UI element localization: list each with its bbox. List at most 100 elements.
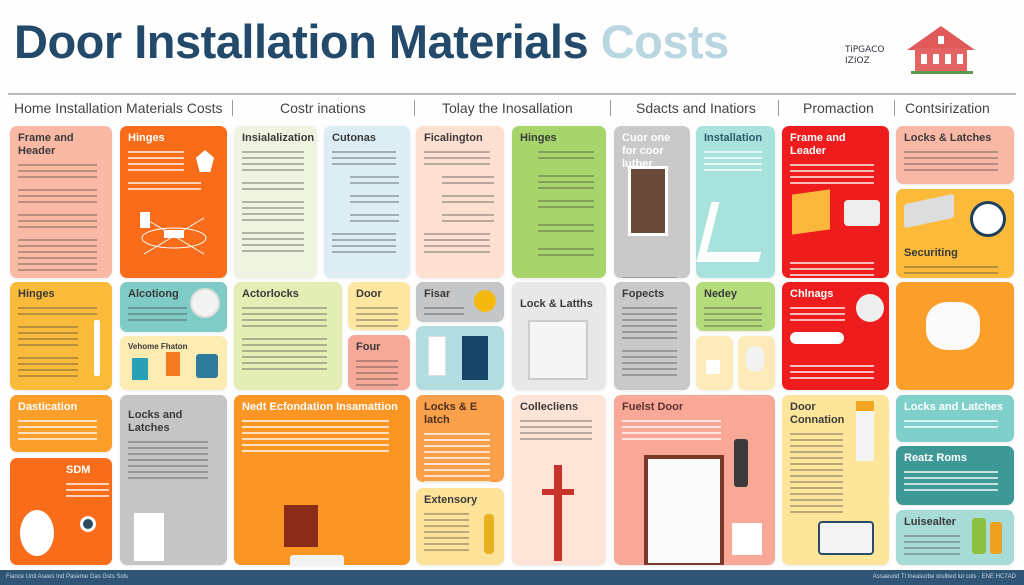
card-text: [18, 239, 98, 275]
card-text: [520, 420, 592, 444]
card-title: Frame and Header: [18, 132, 74, 157]
nav-divider: [894, 100, 895, 116]
card-locks-latches-gray: Locks and Latches: [120, 395, 227, 565]
switch-icon: [706, 360, 720, 374]
card-text: [332, 151, 397, 169]
card-locks-e-latch: Locks & E latch: [416, 395, 504, 482]
title-main: Door Installation Materials: [14, 15, 589, 68]
card-cutonas: Cutonas: [324, 126, 410, 278]
bottle-icon: [990, 522, 1002, 554]
card-lock-latths: Lock & Latths: [512, 282, 606, 390]
card-title: Four: [356, 341, 381, 353]
card-text: [704, 151, 762, 175]
card-vehome: Vehome Fhaton: [120, 336, 227, 390]
vent-icon: [190, 288, 220, 318]
nav-item[interactable]: Costr inations: [280, 100, 366, 116]
card-text: [622, 420, 721, 444]
box-icon: [792, 189, 830, 235]
card-text: [424, 513, 469, 555]
card-title: Locks & E latch: [424, 401, 478, 426]
card-title: Alcotiong: [128, 288, 179, 300]
nav-item[interactable]: Promaction: [803, 100, 874, 116]
subtitle-line: TiPGACO: [845, 45, 885, 55]
card-installation: Insialalization: [234, 126, 317, 278]
dish-icon: [856, 294, 884, 322]
card-text: [356, 307, 399, 330]
card-title: Hinges: [18, 288, 55, 300]
card-title: Ficalington: [424, 132, 483, 144]
appliance-icon: [818, 521, 874, 555]
nav-divider: [232, 100, 233, 116]
nav-item[interactable]: Contsirization: [905, 100, 990, 116]
card-text: [790, 365, 874, 383]
card-text: [18, 164, 98, 182]
card-cuor: Cuor one for coor lutber: [614, 126, 690, 278]
card-text: [904, 266, 998, 278]
card-text: [904, 420, 998, 432]
subtitle-line: IZIOZ: [845, 56, 870, 66]
book-icon: [132, 358, 148, 380]
card-text: [350, 176, 399, 188]
nav-divider: [610, 100, 611, 116]
card-fisar: Fisar: [416, 282, 504, 322]
card-title: Securiting: [904, 247, 958, 259]
card-text: [442, 176, 494, 188]
card-text: [242, 151, 304, 175]
title-accent: Costs: [600, 15, 730, 68]
hinge-icon: [196, 150, 214, 172]
wrench-handle-icon: [542, 489, 574, 495]
card-text: [904, 471, 998, 495]
roller-icon: [856, 401, 874, 461]
card-text: [538, 200, 595, 212]
nav-item[interactable]: Tolay the Inosallation: [442, 100, 573, 116]
package-icon: [166, 352, 180, 376]
card-four: Four: [348, 335, 410, 390]
footer-left-text: Fiance Unit Asees Ind Paseme Gas Gsts So…: [6, 574, 129, 580]
nav-item[interactable]: Home Installation Materials Costs: [14, 100, 223, 116]
card-title: Actorlocks: [242, 288, 299, 300]
card-title: Fisar: [424, 288, 451, 300]
card-fuelst-door: Fuelst Door: [614, 395, 775, 565]
panel-icon: [284, 505, 318, 547]
card-title: Hinges: [520, 132, 557, 144]
nav-item[interactable]: Sdacts and Inatiors: [636, 100, 756, 116]
card-title: Nedt Ecfondation Insamattion: [242, 401, 398, 413]
card-text: [128, 441, 209, 483]
card-text: [128, 182, 201, 194]
card-doors-image: [416, 326, 504, 390]
card-text: [442, 195, 494, 207]
card-text: [242, 420, 390, 456]
card-title: Locks & Latches: [904, 132, 992, 144]
card-text: [128, 307, 188, 325]
card-frame-header: Frame and Header: [10, 126, 112, 278]
card-title: Vehome Fhaton: [128, 342, 188, 351]
card-locks-latches-teal: Locks and Latches: [896, 395, 1014, 442]
stone-icon: [926, 302, 980, 350]
card-text: [128, 151, 185, 175]
badge-icon: [474, 290, 496, 312]
card-title: Extensory: [424, 494, 478, 506]
card-title: Frame and Leader: [790, 132, 846, 157]
footer-bar: Fiance Unit Asees Ind Paseme Gas Gsts So…: [0, 570, 1024, 585]
card-text: [18, 214, 98, 232]
card-text: [18, 189, 98, 207]
card-text: [350, 195, 399, 207]
card-title: Chlnags: [790, 288, 834, 300]
card-reatz-roms: Reatz Roms: [896, 446, 1014, 505]
card-text: [538, 248, 595, 260]
lens-icon: [80, 516, 96, 532]
tool-icon: [484, 514, 494, 554]
doorknob-icon: [20, 510, 54, 556]
card-text: [18, 326, 79, 350]
card-text: [66, 483, 109, 501]
card-text: [622, 277, 678, 278]
card-text: [704, 307, 762, 331]
nav-divider: [778, 100, 779, 116]
door-icon: [628, 166, 668, 236]
card-locks-latches: Locks & Latches: [896, 126, 1014, 184]
card-text: [904, 535, 961, 559]
card-text: [242, 182, 304, 194]
card-text: [538, 151, 595, 163]
card-title: Door Connation: [790, 401, 845, 426]
card-text: [442, 214, 494, 226]
